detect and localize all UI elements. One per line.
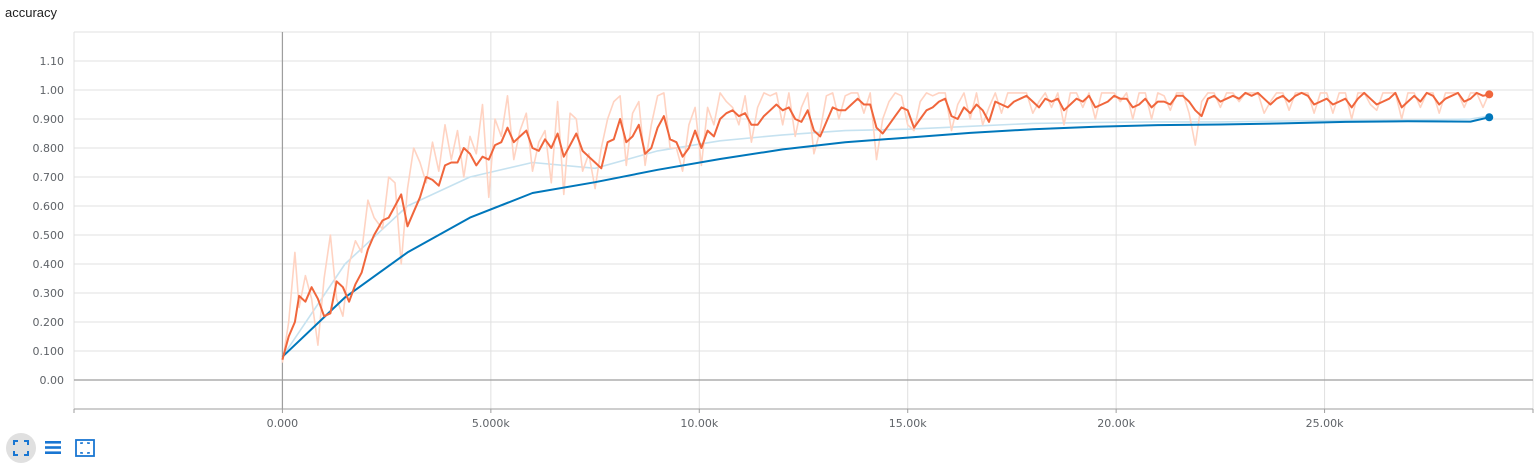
toggle-log-button[interactable] [38, 433, 68, 463]
blue-series-end-point [1485, 113, 1494, 122]
fit-domain-button[interactable] [70, 433, 100, 463]
chart-title: accuracy [5, 5, 58, 20]
orange-series-line [281, 91, 1490, 360]
x-tick-label: 10.00k [680, 417, 718, 430]
grid-lines [73, 31, 1534, 409]
y-tick-label: 0.200 [33, 316, 65, 329]
x-tick-label: 20.00k [1097, 417, 1135, 430]
line-chart[interactable]: 0.00 0.100 0.200 0.300 0.400 0.500 0.600 0.700 0… [0, 0, 1538, 430]
y-tick-label: 0.400 [33, 258, 65, 271]
y-tick-label: 0.00 [40, 374, 65, 387]
fullscreen-icon [13, 440, 29, 456]
y-tick-label: 0.600 [33, 200, 65, 213]
y-tick-label: 0.500 [33, 229, 65, 242]
fit-domain-icon [75, 439, 95, 457]
x-tick-label: 5.000k [472, 417, 510, 430]
fullscreen-button[interactable] [6, 433, 36, 463]
y-tick-label: 0.800 [33, 142, 65, 155]
orange-series-end-point [1485, 90, 1494, 99]
y-tick-label: 1.10 [40, 55, 65, 68]
blue-raw-series-line [281, 115, 1490, 358]
tick-labels: 0.00 0.100 0.200 0.300 0.400 0.500 0.600 0.700 0… [33, 55, 1345, 430]
axes [73, 32, 1534, 413]
orange-raw-series-line [281, 92, 1490, 363]
y-tick-label: 0.900 [33, 113, 65, 126]
y-tick-label: 0.100 [33, 345, 65, 358]
y-tick-label: 0.300 [33, 287, 65, 300]
x-tick-label: 0.000 [267, 417, 299, 430]
y-tick-label: 1.00 [40, 84, 65, 97]
series-lines [281, 90, 1494, 363]
x-tick-label: 15.00k [889, 417, 927, 430]
chart-toolbar [6, 433, 102, 463]
blue-series-line [281, 116, 1490, 358]
list-icon [45, 441, 61, 454]
x-tick-label: 25.00k [1306, 417, 1344, 430]
y-tick-label: 0.700 [33, 171, 65, 184]
